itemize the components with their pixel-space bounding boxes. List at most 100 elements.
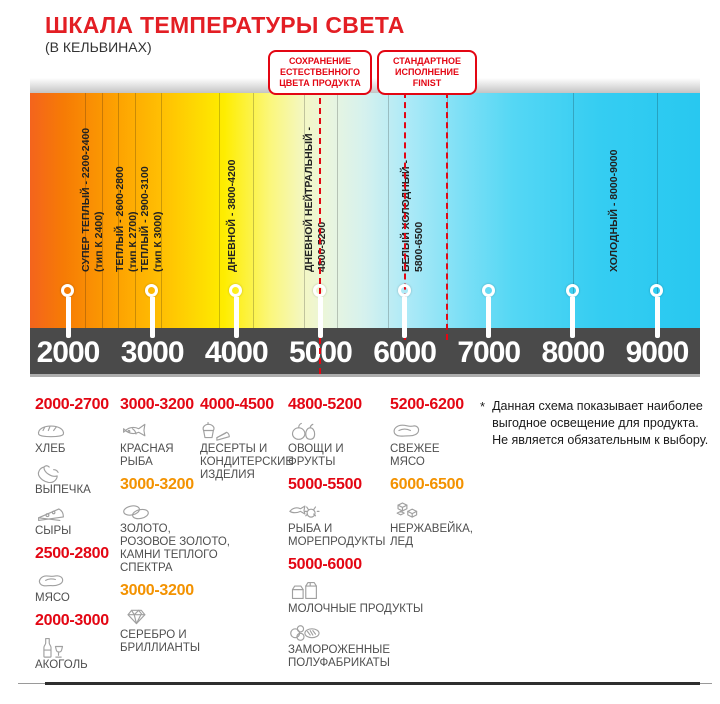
legend-item: ХЛЕБ [35, 419, 120, 456]
product-label: ВЫПЕЧКА [35, 484, 91, 496]
product-label: НЕРЖАВЕЙКА, ЛЕД [390, 523, 473, 548]
range-heading: 3000-3200 [120, 476, 194, 493]
product-label: РЫБА И МОРЕПРОДУКТЫ [288, 523, 386, 548]
product-label: СВЕЖЕЕ МЯСО [390, 443, 440, 468]
legend-item: МЯСО [35, 568, 120, 605]
callout-finist-standard: СТАНДАРТНОЕ ИСПОЛНЕНИЕ FINIST [377, 50, 477, 95]
zone-label: ТЕПЛЫЙ - 2900-3100 (тип К 3000) [139, 166, 165, 272]
page-subtitle: (В КЕЛЬВИНАХ) [45, 39, 152, 55]
legend-item: СВЕЖЕЕ МЯСО [390, 419, 480, 469]
zone-label: ТЕПЛЫЙ - 2600-2800 (тип К 2700) [113, 166, 139, 272]
scale-tick-label: 3000 [120, 336, 185, 369]
legend-group: 6000-6500 НЕРЖАВЕЙКА, ЛЕД [390, 475, 480, 549]
product-label: ХЛЕБ [35, 443, 66, 455]
legend-item: ВЫПЕЧКА [35, 460, 120, 497]
diamond-icon [120, 605, 200, 628]
callout-natural-color: СОХРАНЕНИЕ ЕСТЕСТВЕННОГО ЦВЕТА ПРОДУКТА [268, 50, 372, 95]
zone-label: ДНЕВНОЙ НЕЙТРАЛЬНЫЙ - 4800-5200 [303, 127, 329, 272]
zone-divider [135, 93, 137, 328]
fresh-meat-icon [390, 419, 480, 442]
legend-group: 5000-6000 МОЛОЧНЫЕ ПРОДУКТЫ ЗАМОРОЖЕННЫЕ П… [288, 555, 424, 670]
legend-item: СЫРЫ [35, 501, 120, 538]
zone-divider [303, 93, 305, 328]
legend-group: 4000-4500 ДЕСЕРТЫ И КОНДИТЕРСКИЕ ИЗДЕЛИЯ [200, 395, 294, 482]
bottom-rule-thick [45, 682, 700, 685]
temperature-scale: СУПЕР ТЕПЛЫЙ - 2200-2400 (тип К 2400) ТЕП… [30, 78, 700, 378]
legend-item: РЫБА И МОРЕПРОДУКТЫ [288, 499, 390, 549]
range-heading: 5200-6200 [390, 396, 464, 413]
bread-icon [35, 419, 120, 442]
range-heading: 5000-6000 [288, 556, 362, 573]
legend-group: 3000-3200 СЕРЕБРО И БРИЛЛИАНТЫ [120, 581, 200, 655]
marker-stem [654, 297, 660, 338]
legend: 2000-2700 ХЛЕБ ВЫПЕЧКА СЫРЫ 2500-2800 МЯСО 200… [35, 395, 712, 678]
legend-group: 2000-2700 ХЛЕБ ВЫПЕЧКА СЫРЫ [35, 395, 120, 538]
range-heading: 4800-5200 [288, 396, 362, 413]
scale-marker [397, 284, 411, 297]
legend-group: 4800-5200 ОВОЩИ И ФРУКТЫ [288, 395, 390, 469]
legend-group: 2000-3000 АКОГОЛЬ [35, 611, 120, 672]
range-heading: 3000-3200 [120, 396, 194, 413]
legend-item: СЕРЕБРО И БРИЛЛИАНТЫ [120, 605, 200, 655]
range-heading: 2500-2800 [35, 545, 109, 562]
gradient-strip: СУПЕР ТЕПЛЫЙ - 2200-2400 (тип К 2400) ТЕП… [30, 93, 700, 328]
zone-divider [219, 93, 221, 328]
legend-item: ДЕСЕРТЫ И КОНДИТЕРСКИЕ ИЗДЕЛИЯ [200, 419, 294, 482]
marker-stem [402, 297, 408, 338]
legend-group: 3000-3200 КРАСНАЯ РЫБА [120, 395, 200, 469]
zone-divider [572, 93, 574, 328]
marker-stem [570, 297, 576, 338]
callout-connector-line [403, 92, 406, 340]
header: ШКАЛА ТЕМПЕРАТУРЫ СВЕТА (В КЕЛЬВИНАХ) [45, 12, 405, 56]
zone-label: СУПЕР ТЕПЛЫЙ - 2200-2400 (тип К 2400) [80, 127, 106, 272]
product-label: КРАСНАЯ РЫБА [120, 443, 174, 468]
zone-divider [160, 93, 162, 328]
range-heading: 3000-3200 [120, 582, 194, 599]
range-heading: 6000-6500 [390, 476, 464, 493]
legend-item: НЕРЖАВЕЙКА, ЛЕД [390, 499, 480, 549]
callout-connector-line [319, 88, 322, 374]
seafood-icon [288, 499, 390, 522]
legend-column: 4800-5200 ОВОЩИ И ФРУКТЫ 5000-5500 РЫБА И М… [288, 395, 424, 678]
footnote: * Данная схема показывает наиболее выгод… [480, 395, 712, 449]
legend-item: МОЛОЧНЫЕ ПРОДУКТЫ [288, 579, 424, 616]
legend-group: 2500-2800 МЯСО [35, 544, 120, 605]
product-label: СЕРЕБРО И БРИЛЛИАНТЫ [120, 629, 201, 654]
marker-stem [65, 297, 71, 338]
marker-stem [149, 297, 155, 338]
product-label: МЯСО [35, 592, 70, 604]
scale-tick-label: 7000 [457, 336, 521, 369]
legend-group: 5200-6200 СВЕЖЕЕ МЯСО [390, 395, 480, 469]
marker-stem [317, 297, 323, 338]
scale-marker [313, 284, 327, 297]
scale-tick-label: 4000 [204, 336, 269, 369]
zone-divider [84, 93, 86, 328]
meat-icon [35, 568, 120, 591]
callout-connector-line [445, 92, 448, 340]
footnote-text: Данная схема показывает наиболее выгодно… [492, 399, 709, 447]
frozen-icon [288, 620, 390, 643]
product-label: МОЛОЧНЫЕ ПРОДУКТЫ [288, 603, 424, 615]
scale-axis-bar [30, 328, 700, 374]
product-label: ДЕСЕРТЫ И КОНДИТЕРСКИЕ ИЗДЕЛИЯ [200, 443, 294, 481]
cheese-icon [35, 501, 120, 524]
scale-tick-label: 9000 [625, 336, 690, 369]
legend-columns: 2000-2700 ХЛЕБ ВЫПЕЧКА СЫРЫ 2500-2800 МЯСО 200… [35, 395, 480, 678]
zone-label: ДНЕВНОЙ - 3800-4200 [225, 159, 238, 273]
scale-marker [565, 284, 579, 297]
zone-divider [337, 93, 339, 328]
legend-item: ОВОЩИ И ФРУКТЫ [288, 419, 390, 469]
scale-tick-label: 2000 [36, 336, 101, 369]
range-heading: 4000-4500 [200, 396, 274, 413]
legend-column: 2000-2700 ХЛЕБ ВЫПЕЧКА СЫРЫ 2500-2800 МЯСО 200… [35, 395, 120, 678]
zone-divider [101, 93, 103, 328]
scale-tick-label: 6000 [373, 336, 437, 369]
scale-marker [229, 284, 243, 297]
scale-marker [145, 284, 159, 297]
legend-item: КРАСНАЯ РЫБА [120, 419, 200, 469]
product-label: ОВОЩИ И ФРУКТЫ [288, 443, 344, 468]
fruits-icon [288, 419, 390, 442]
legend-item: ЗОЛОТО, РОЗОВОЕ ЗОЛОТО, КАМНИ ТЕПЛОГО СП… [120, 499, 230, 575]
page-title: ШКАЛА ТЕМПЕРАТУРЫ СВЕТА [45, 12, 405, 38]
